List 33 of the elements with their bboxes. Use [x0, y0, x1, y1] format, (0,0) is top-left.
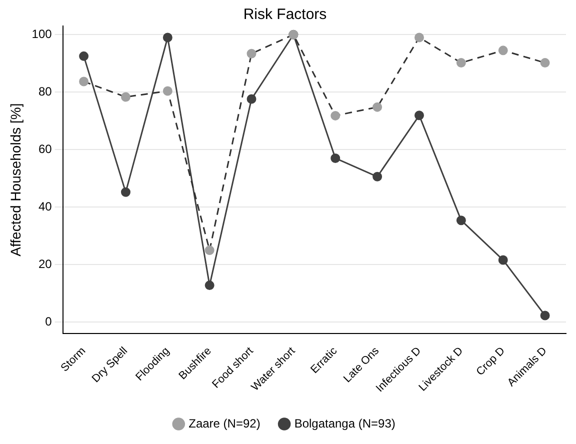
legend-label: Bolgatanga (N=93) — [294, 416, 396, 430]
point — [498, 46, 508, 56]
x-tick-label: Crop D — [474, 345, 508, 378]
point — [540, 58, 550, 68]
point — [372, 102, 382, 112]
point — [372, 172, 382, 182]
y-tick-label: 80 — [38, 84, 52, 98]
y-tick-label: 20 — [38, 256, 52, 271]
point — [456, 216, 466, 226]
point — [414, 32, 424, 42]
point — [330, 153, 340, 163]
point — [162, 32, 172, 42]
point — [330, 110, 340, 120]
chart-title: Risk Factors — [243, 6, 327, 24]
y-tick-label: 100 — [32, 26, 52, 41]
point — [204, 280, 214, 290]
point — [246, 48, 256, 58]
point — [540, 310, 550, 320]
legend-label: Zaare (N=92) — [188, 416, 260, 430]
y-tick-label: 40 — [38, 199, 52, 214]
point — [498, 255, 508, 265]
y-tick-label: 0 — [45, 314, 52, 328]
point — [79, 76, 89, 86]
point — [414, 110, 424, 120]
y-tick-label: 60 — [38, 142, 52, 156]
point — [246, 94, 256, 104]
point — [204, 245, 214, 255]
point — [79, 51, 89, 61]
point — [120, 187, 130, 197]
y-axis-title: Affected Households [%] — [7, 103, 24, 256]
point — [162, 86, 172, 96]
point — [120, 92, 130, 102]
point — [456, 58, 466, 68]
